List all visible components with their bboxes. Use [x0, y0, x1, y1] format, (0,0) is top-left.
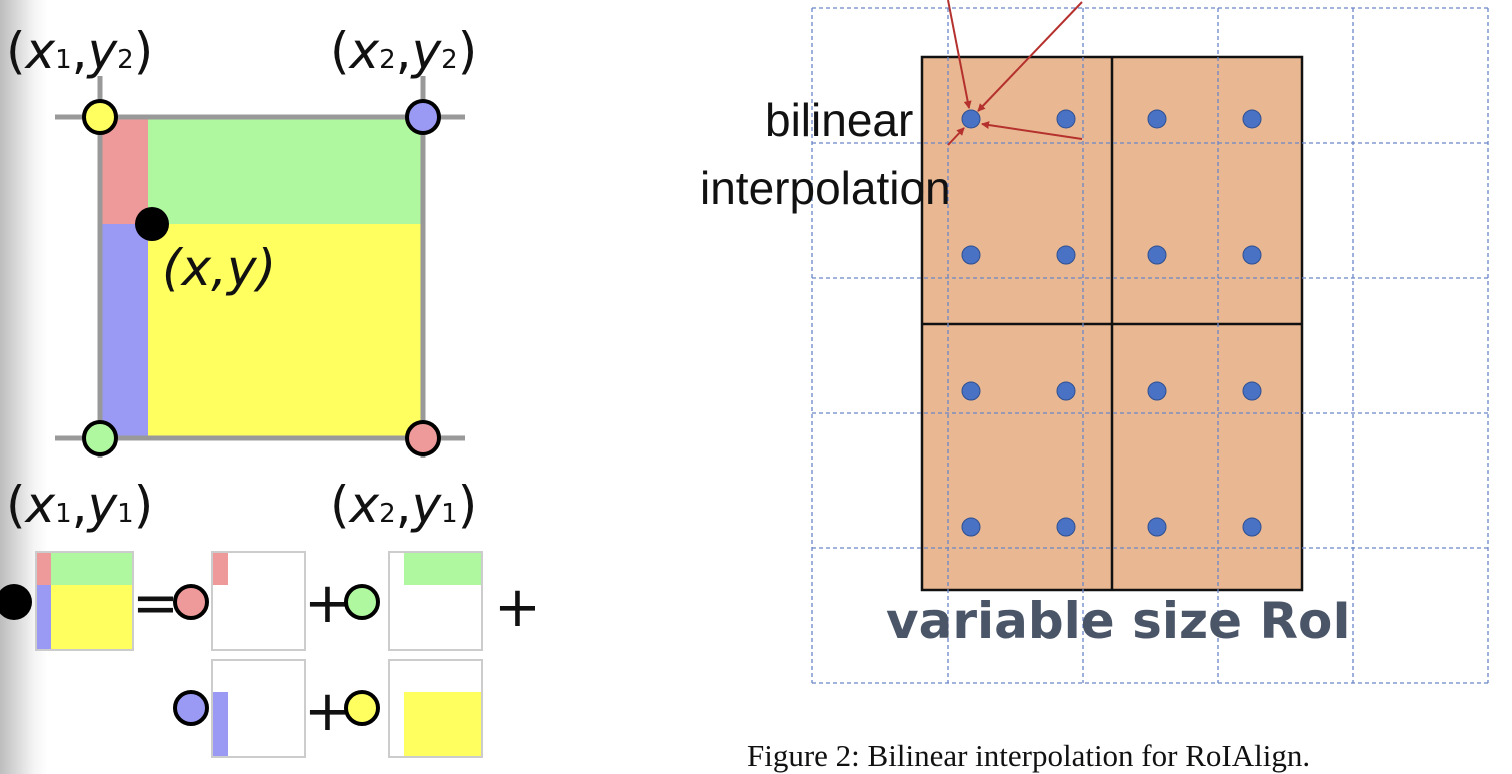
green-area [148, 117, 423, 224]
label-x2-y1: (x2,y1) [330, 476, 477, 534]
red-weight-icon [173, 584, 209, 620]
sampling-point [1056, 517, 1076, 537]
annotation-interpolation: interpolation [700, 162, 951, 214]
arrow [947, 127, 965, 146]
weight-equation: = + + + [0, 551, 541, 758]
annotation-bilinear: bilinear [765, 94, 913, 146]
sampling-point [961, 245, 981, 265]
corner-point-blue [405, 99, 441, 135]
corner-point-red [405, 420, 441, 456]
label-x1-y2: (x1,y2) [6, 22, 153, 80]
sampling-point [1147, 245, 1167, 265]
plus-sign: + [494, 575, 541, 640]
roialign-diagram: bilinear interpolation variable size RoI… [700, 0, 1489, 773]
sampling-point [1147, 517, 1167, 537]
yellow-term-thumbnail [388, 659, 483, 758]
arrow [947, 0, 972, 109]
green-term-thumbnail [388, 551, 483, 651]
bilinear-square-diagram: (x,y) (x1,y2) (x2,y2) (x1,y1) (x2,y1) [6, 22, 477, 534]
sampling-point [1056, 381, 1076, 401]
blue-weight-icon [173, 690, 209, 726]
plus-sign: + [304, 571, 351, 636]
sampling-point [1242, 517, 1262, 537]
corner-point-yellow [82, 99, 118, 135]
grid-lines [55, 76, 465, 458]
figure-caption: Figure 2: Bilinear interpolation for RoI… [747, 738, 1310, 773]
sampling-point [1147, 109, 1167, 129]
label-x1-y1: (x1,y1) [6, 476, 153, 534]
sampling-point [1056, 109, 1076, 129]
roi-box [920, 55, 1304, 592]
interpolation-arrows [947, 0, 1083, 146]
interpolated-point-icon [0, 584, 32, 620]
full-square-thumbnail [35, 551, 134, 651]
red-area [100, 117, 148, 224]
equals-sign: = [132, 571, 179, 636]
yellow-area [148, 224, 423, 438]
sampling-point [1242, 245, 1262, 265]
arrow [977, 1, 1083, 112]
feature-map-grid [811, 7, 1489, 684]
sampling-point [1242, 381, 1262, 401]
red-term-thumbnail [211, 551, 306, 651]
sampling-point [961, 109, 981, 129]
sampling-point [1056, 245, 1076, 265]
roi-label: variable size RoI [886, 592, 1351, 650]
corner-point-green [82, 420, 118, 456]
label-x2-y2: (x2,y2) [330, 22, 477, 80]
sampling-point [1242, 109, 1262, 129]
plus-sign: + [304, 679, 351, 744]
green-weight-icon [344, 584, 380, 620]
sampling-point [961, 517, 981, 537]
sampling-point [1147, 381, 1167, 401]
blue-area [100, 224, 148, 438]
interpolated-point [135, 207, 169, 241]
sampling-point [961, 381, 981, 401]
blue-term-thumbnail [211, 659, 306, 758]
arrow [981, 121, 1083, 140]
sampling-points [961, 109, 1262, 537]
yellow-weight-icon [344, 690, 380, 726]
point-label: (x,y) [162, 239, 276, 297]
